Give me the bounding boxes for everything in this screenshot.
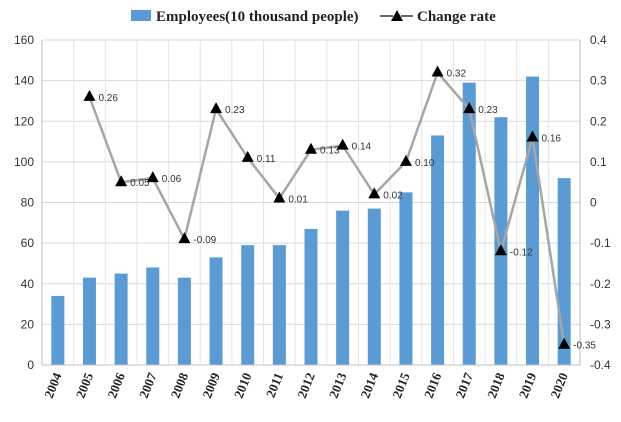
line-series-change-rate: 0.26 0.05 0.06 -0.09 0.23 0.11 0.01 0.13 0.14 0.0… bbox=[83, 65, 596, 352]
bar-2016 bbox=[431, 135, 445, 365]
x-axis-tick-label-2019: 2019 bbox=[516, 370, 540, 400]
change-rate-marker-2008 bbox=[178, 232, 191, 244]
right-axis-tick-label: -0.2 bbox=[590, 277, 611, 291]
right-axis-tick-label: -0.1 bbox=[590, 236, 611, 250]
left-axis-tick-label: 20 bbox=[21, 317, 35, 331]
right-axis-tick-label: -0.3 bbox=[590, 317, 611, 331]
x-axis-tick-label-2013: 2013 bbox=[326, 370, 350, 400]
change-rate-marker-2018 bbox=[494, 244, 507, 256]
right-axis-tick-label: 0.2 bbox=[590, 114, 607, 128]
change-rate-marker-2010 bbox=[241, 150, 254, 162]
change-rate-data-label-2008: -0.09 bbox=[193, 235, 216, 246]
x-axis-tick-label-2006: 2006 bbox=[104, 370, 128, 400]
change-rate-marker-2019 bbox=[526, 130, 539, 142]
legend-label-change-rate: Change rate bbox=[417, 9, 496, 25]
legend: Employees(10 thousand people) Change rat… bbox=[131, 9, 496, 25]
x-axis-tick-label-2005: 2005 bbox=[73, 370, 97, 400]
left-axis-tick-label: 80 bbox=[21, 196, 35, 210]
change-rate-marker-2009 bbox=[210, 102, 223, 114]
bar-2014 bbox=[367, 208, 381, 365]
left-axis-tick-label: 120 bbox=[14, 114, 34, 128]
legend-swatch-change-rate-marker bbox=[391, 10, 403, 21]
bar-2005 bbox=[82, 277, 96, 365]
right-axis-tick-label: -0.4 bbox=[590, 358, 611, 372]
change-rate-data-label-2020: -0.35 bbox=[573, 341, 596, 352]
change-rate-marker-2015 bbox=[399, 154, 412, 166]
right-axis-tick-label: 0 bbox=[590, 196, 597, 210]
change-rate-data-label-2014: 0.02 bbox=[383, 190, 403, 201]
change-rate-marker-2016 bbox=[431, 65, 444, 77]
change-rate-marker-2017 bbox=[463, 102, 476, 114]
change-rate-data-label-2005: 0.26 bbox=[98, 93, 118, 104]
change-rate-marker-2005 bbox=[83, 89, 96, 101]
left-axis-tick-label: 0 bbox=[27, 358, 34, 372]
left-axis-tick-label: 160 bbox=[14, 33, 34, 47]
left-axis: 0 20 40 60 80 100 120 140 160 bbox=[14, 33, 43, 372]
bar-series-employees bbox=[51, 76, 571, 365]
x-axis-tick-label-2004: 2004 bbox=[41, 370, 65, 400]
left-axis-tick-label: 100 bbox=[14, 155, 34, 169]
x-axis-tick-label-2010: 2010 bbox=[231, 371, 255, 401]
x-axis-tick-label-2014: 2014 bbox=[357, 370, 381, 400]
x-axis-tick-label-2016: 2016 bbox=[421, 370, 445, 400]
bar-2015 bbox=[399, 192, 413, 365]
x-axis-tick-label-2008: 2008 bbox=[168, 370, 192, 400]
change-rate-data-label-2015: 0.10 bbox=[415, 158, 435, 169]
change-rate-marker-2011 bbox=[273, 191, 286, 203]
bar-2012 bbox=[304, 228, 318, 365]
x-axis-tick-label-2020: 2020 bbox=[547, 371, 571, 401]
bar-2019 bbox=[526, 76, 540, 365]
right-axis-tick-label: 0.4 bbox=[590, 33, 607, 47]
change-rate-data-label-2017: 0.23 bbox=[478, 105, 498, 116]
left-axis-tick-label: 140 bbox=[14, 74, 34, 88]
change-rate-data-label-2011: 0.01 bbox=[288, 194, 308, 205]
x-axis-tick-label-2015: 2015 bbox=[389, 370, 413, 400]
left-axis-tick-label: 40 bbox=[21, 277, 35, 291]
change-rate-line-path bbox=[88, 71, 566, 345]
change-rate-data-label-2007: 0.06 bbox=[162, 174, 182, 185]
right-axis-tick-label: 0.3 bbox=[590, 74, 607, 88]
legend-swatch-employees bbox=[131, 10, 151, 21]
change-rate-data-label-2018: -0.12 bbox=[510, 247, 533, 258]
bar-2018 bbox=[494, 117, 508, 365]
change-rate-data-label-2012: 0.13 bbox=[320, 146, 340, 157]
bar-2009 bbox=[209, 257, 223, 365]
bar-2011 bbox=[272, 245, 286, 365]
change-rate-data-label-2013: 0.14 bbox=[352, 142, 372, 153]
change-rate-marker-2013 bbox=[336, 138, 349, 150]
x-axis-tick-label-2009: 2009 bbox=[199, 370, 223, 400]
x-axis-tick-label-2017: 2017 bbox=[452, 370, 476, 400]
right-axis: -0.4 -0.3 -0.2 -0.1 0 0.1 0.2 0.3 0.4 bbox=[579, 33, 611, 372]
change-rate-data-label-2019: 0.16 bbox=[542, 134, 562, 145]
x-axis-tick-label-2012: 2012 bbox=[294, 371, 318, 401]
x-axis-tick-label-2018: 2018 bbox=[484, 370, 508, 400]
right-axis-tick-label: 0.1 bbox=[590, 155, 607, 169]
x-axis: 2004 2005 2006 2007 2008 2009 2010 2011 2012 2013… bbox=[41, 364, 580, 401]
change-rate-marker-2012 bbox=[305, 142, 317, 154]
change-rate-data-label-2006: 0.05 bbox=[130, 178, 150, 189]
change-rate-data-label-2016: 0.32 bbox=[447, 69, 467, 80]
bar-2013 bbox=[336, 210, 350, 365]
change-rate-marker-2014 bbox=[368, 187, 381, 199]
change-rate-marker-2007 bbox=[146, 171, 159, 183]
bar-2006 bbox=[114, 273, 128, 365]
x-axis-tick-label-2011: 2011 bbox=[263, 371, 286, 400]
legend-label-employees: Employees(10 thousand people) bbox=[156, 9, 359, 25]
bar-2004 bbox=[51, 295, 65, 365]
x-axis-tick-label-2007: 2007 bbox=[136, 370, 160, 400]
bar-2007 bbox=[146, 267, 160, 365]
change-rate-data-label-2009: 0.23 bbox=[225, 105, 245, 116]
change-rate-marker-2006 bbox=[115, 175, 128, 187]
change-rate-marker-2020 bbox=[558, 337, 571, 349]
bar-2017 bbox=[462, 82, 476, 365]
bar-2010 bbox=[241, 245, 255, 365]
bar-2008 bbox=[177, 277, 191, 365]
change-rate-data-label-2010: 0.11 bbox=[257, 154, 276, 165]
left-axis-tick-label: 60 bbox=[21, 236, 35, 250]
